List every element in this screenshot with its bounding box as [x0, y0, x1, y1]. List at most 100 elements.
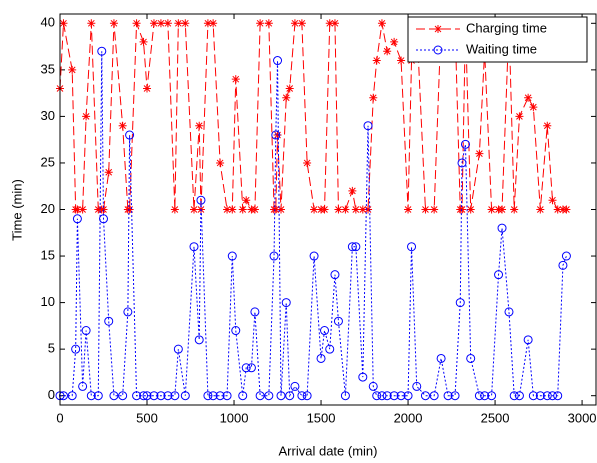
marker — [458, 205, 466, 214]
marker — [241, 363, 251, 373]
marker — [562, 205, 571, 214]
marker — [498, 205, 507, 214]
marker — [242, 196, 251, 205]
marker — [333, 316, 343, 326]
marker — [436, 353, 446, 363]
marker — [547, 391, 557, 401]
marker — [163, 19, 172, 28]
marker — [310, 205, 319, 214]
marker — [382, 391, 392, 401]
marker — [433, 45, 443, 55]
marker — [196, 195, 206, 205]
marker — [364, 205, 373, 214]
marker — [181, 19, 190, 28]
legend: Charging time Waiting time — [407, 16, 588, 63]
x-axis-label: Arrival date (min) — [279, 443, 378, 458]
marker — [97, 46, 107, 56]
marker — [99, 214, 109, 224]
y-tick-label: 20 — [41, 201, 55, 216]
marker — [132, 19, 141, 28]
axes-box — [59, 13, 597, 406]
marker — [276, 391, 286, 401]
marker — [285, 84, 294, 93]
x-tick-label: 2500 — [481, 410, 510, 425]
marker — [320, 205, 329, 214]
marker — [475, 149, 484, 158]
x-tick-label: 1000 — [220, 410, 249, 425]
marker — [434, 25, 442, 33]
marker — [536, 205, 545, 214]
marker — [118, 391, 128, 401]
marker — [325, 344, 335, 354]
marker — [180, 391, 190, 401]
marker — [149, 19, 158, 28]
marker — [256, 19, 265, 28]
marker — [273, 56, 283, 66]
marker — [397, 56, 406, 65]
marker — [156, 391, 166, 401]
marker — [170, 205, 179, 214]
marker — [297, 19, 306, 28]
marker — [325, 19, 334, 28]
marker — [412, 381, 422, 391]
marker — [290, 381, 300, 391]
marker — [320, 326, 330, 336]
marker — [189, 242, 199, 252]
marker — [480, 391, 490, 401]
marker — [372, 391, 382, 401]
marker — [123, 307, 133, 317]
marker — [450, 391, 460, 401]
marker — [369, 93, 378, 102]
marker — [529, 103, 538, 112]
x-tick-label: 1500 — [307, 410, 336, 425]
marker — [553, 391, 563, 401]
marker — [363, 121, 373, 131]
marker — [548, 196, 557, 205]
marker — [67, 391, 77, 401]
marker — [390, 37, 399, 46]
marker — [143, 84, 152, 93]
marker — [340, 391, 350, 401]
marker — [494, 270, 504, 280]
y-tick-label: 15 — [41, 247, 55, 262]
legend-label: Waiting time — [466, 41, 537, 56]
marker — [377, 19, 386, 28]
marker — [208, 391, 218, 401]
marker — [297, 391, 307, 401]
marker — [487, 391, 497, 401]
marker — [466, 353, 476, 363]
marker — [222, 391, 232, 401]
x-tick-label: 0 — [56, 410, 63, 425]
marker — [246, 363, 256, 373]
marker — [341, 205, 350, 214]
marker — [407, 242, 417, 252]
marker — [125, 205, 134, 214]
marker — [78, 381, 88, 391]
marker — [281, 298, 291, 308]
marker — [561, 251, 571, 261]
marker — [466, 205, 475, 214]
marker — [209, 19, 218, 28]
marker — [523, 335, 533, 345]
marker — [195, 121, 204, 130]
marker — [558, 260, 568, 270]
marker — [553, 205, 562, 214]
marker — [238, 205, 247, 214]
marker — [269, 251, 279, 261]
y-axis-label: Time (min) — [9, 179, 24, 241]
marker — [215, 391, 225, 401]
marker — [396, 391, 406, 401]
marker — [474, 391, 484, 401]
marker — [118, 121, 127, 130]
marker — [99, 205, 108, 214]
marker — [216, 158, 225, 167]
marker — [443, 391, 453, 401]
marker — [264, 391, 274, 401]
marker — [510, 205, 519, 214]
y-tick-label: 40 — [41, 15, 55, 30]
marker — [71, 344, 81, 354]
marker — [170, 391, 180, 401]
marker — [277, 205, 286, 214]
marker — [535, 391, 545, 401]
